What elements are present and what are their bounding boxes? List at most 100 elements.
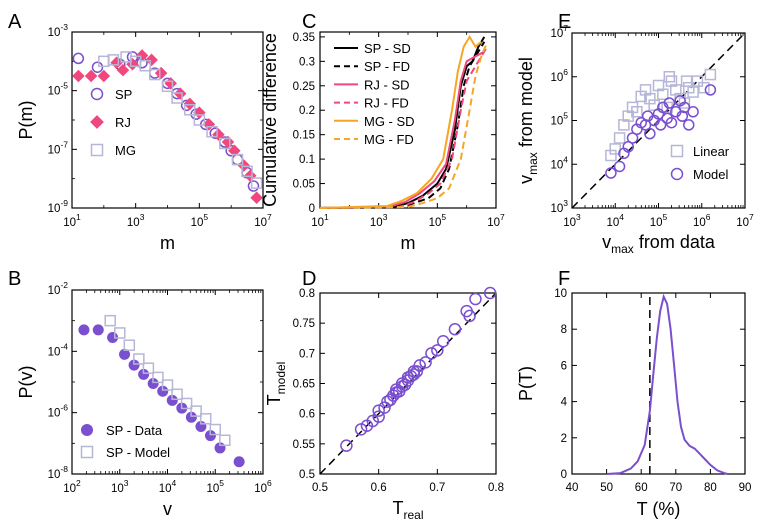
- tick-base: 10: [736, 217, 749, 229]
- label-subscript: model: [274, 362, 288, 395]
- x-axis-label: vmax from data: [602, 232, 716, 256]
- data-point: [419, 356, 432, 369]
- label-base: v: [516, 175, 536, 184]
- legend-label: SP - FD: [364, 59, 410, 74]
- legend-label: MG - SD: [364, 114, 415, 129]
- data-point: [631, 106, 643, 118]
- x-tick-label: 105: [206, 478, 224, 495]
- x-tick-label: 107: [254, 212, 272, 229]
- tick-base: 10: [606, 217, 619, 229]
- tick-base: 10: [127, 217, 140, 229]
- tick-base: 10: [63, 483, 76, 495]
- tick-exponent: 5: [441, 212, 446, 222]
- tick-exponent: 5: [219, 478, 224, 488]
- data-point: [91, 61, 104, 73]
- tick-base: 10: [487, 217, 500, 229]
- legend-marker: [90, 115, 104, 129]
- tick-base: 10: [111, 483, 124, 495]
- data-point: [683, 119, 695, 131]
- tick-exponent: 7: [267, 212, 272, 222]
- y-axis-label: Tmodel: [264, 362, 288, 406]
- series-line: [319, 34, 482, 209]
- tick-base: 10: [550, 116, 563, 128]
- panel-d: D 0.5 0.6 0.7 0.8 0.5 0.55 0.6 0.65 0.7 0.75 0.8 Tre…: [264, 268, 504, 522]
- legend-label: SP: [115, 87, 132, 102]
- tick-exponent: 1: [76, 212, 81, 222]
- panel-letter: E: [558, 11, 571, 33]
- data-point: [436, 335, 450, 348]
- tick-exponent: -3: [60, 22, 68, 32]
- y-tick-label: 10-4: [48, 341, 69, 358]
- legend-label: MG: [115, 143, 136, 158]
- tick-exponent: -2: [60, 280, 68, 290]
- x-tick-label: 101: [311, 212, 329, 229]
- x-tick-label: 0.7: [429, 482, 445, 494]
- tick-base: 10: [550, 72, 563, 84]
- data-point: [190, 405, 202, 417]
- data-point: [104, 314, 116, 327]
- x-tick-label: 107: [487, 212, 505, 229]
- y-tick-label: 0.5: [299, 469, 315, 481]
- y-axis-label: P(v): [16, 366, 36, 399]
- data-point: [206, 125, 218, 138]
- y-tick-label: 107: [550, 23, 568, 40]
- legend: SP - Data SP - Model: [80, 423, 170, 460]
- x-axis-label: Treal: [392, 498, 423, 522]
- label-base: v: [602, 232, 611, 252]
- data-point: [110, 56, 123, 70]
- legend-label: MG - FD: [364, 132, 414, 147]
- identity-line: [319, 292, 497, 475]
- y-axis-label: vmax from model: [516, 57, 540, 184]
- data-point: [698, 81, 710, 94]
- tick-exponent: 5: [203, 212, 208, 222]
- y-tick-label: 0.65: [293, 379, 315, 391]
- series-line: [606, 293, 728, 475]
- data-point: [84, 69, 98, 83]
- data-point: [654, 119, 667, 131]
- tick-exponent: 4: [172, 478, 177, 488]
- y-tick-label: 10-7: [48, 139, 69, 156]
- tick-base: 10: [429, 217, 442, 229]
- tick-base: 10: [48, 285, 61, 297]
- data-point: [135, 49, 149, 62]
- data-point: [161, 80, 174, 93]
- label-rest: from data: [634, 232, 716, 252]
- label-subscript: max: [611, 242, 634, 256]
- label-subscript: real: [403, 508, 423, 522]
- y-tick-label: 10-9: [48, 198, 69, 215]
- data-point: [72, 69, 85, 83]
- legend-label: Linear: [693, 144, 730, 159]
- y-axis-label: Cumulative difference: [260, 33, 280, 207]
- data-point: [425, 347, 438, 360]
- data-point: [145, 53, 158, 67]
- x-tick-label: 90: [739, 482, 752, 494]
- data-point: [483, 286, 497, 300]
- tick-base: 10: [48, 408, 61, 420]
- y-tick-label: 2: [561, 433, 567, 445]
- x-tick-label: 105: [429, 212, 447, 229]
- series-sp-model: [104, 314, 231, 447]
- tick-exponent: 6: [267, 478, 272, 488]
- data-point: [663, 97, 676, 109]
- y-tick-label: 0.1: [299, 154, 315, 166]
- y-tick-label: 0.05: [293, 179, 315, 191]
- y-tick-label: 106: [550, 67, 568, 84]
- series-line: [319, 50, 485, 209]
- data-point: [665, 116, 678, 129]
- y-tick-label: 0.6: [299, 409, 315, 421]
- y-tick-label: 10-3: [48, 22, 69, 39]
- x-tick-label: 103: [563, 212, 581, 229]
- tick-base: 10: [370, 217, 383, 229]
- x-axis-label: T (%): [637, 499, 681, 519]
- data-point: [219, 137, 231, 150]
- tick-base: 10: [48, 469, 61, 481]
- y-tick-label: 10-2: [48, 280, 69, 297]
- data-point: [687, 86, 699, 98]
- tick-exponent: 3: [383, 212, 388, 222]
- x-axis-label: m: [160, 233, 175, 253]
- tick-exponent: 6: [563, 67, 568, 77]
- panel-letter: C: [302, 11, 316, 33]
